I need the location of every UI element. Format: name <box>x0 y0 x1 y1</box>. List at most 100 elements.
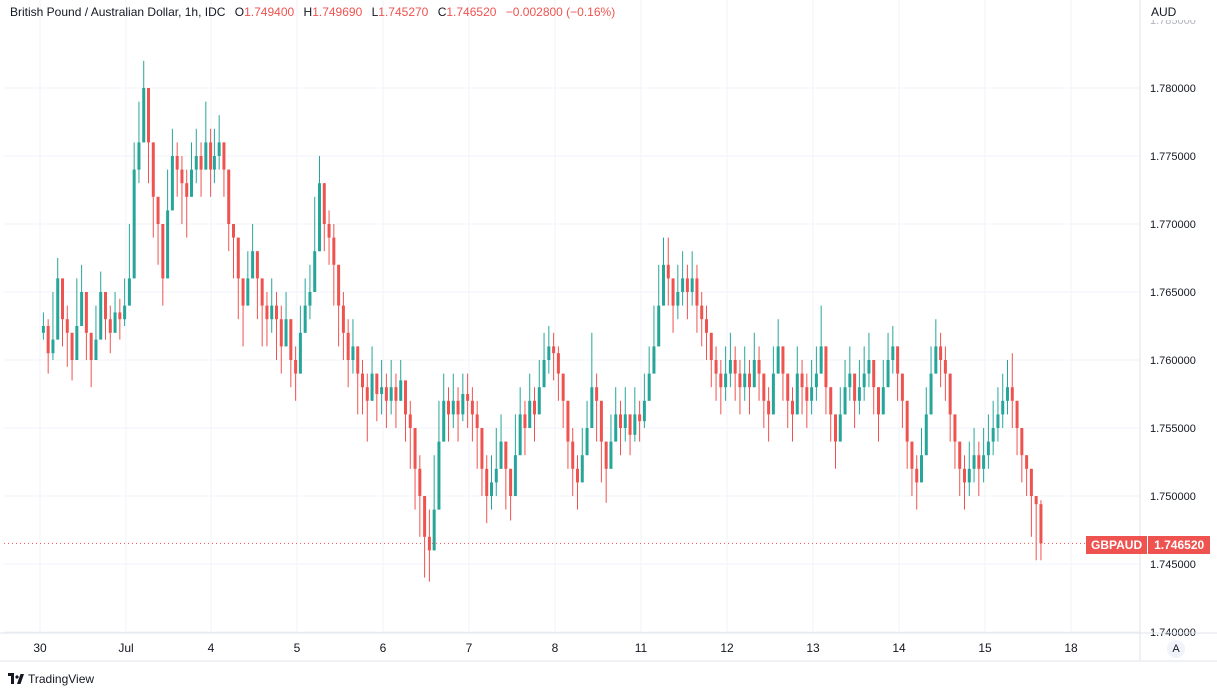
candle <box>719 360 723 415</box>
candle <box>147 88 150 184</box>
candle-body <box>451 400 455 415</box>
candle-body <box>638 414 642 422</box>
candle <box>838 387 842 442</box>
candle-body <box>791 400 794 415</box>
candle <box>633 387 637 442</box>
candle <box>46 319 50 374</box>
candle <box>958 441 962 496</box>
candle-body <box>943 360 947 374</box>
candle-body <box>881 387 885 415</box>
candle-body <box>151 142 155 197</box>
candle-body <box>934 346 938 374</box>
candle-body <box>647 373 651 401</box>
candle <box>123 278 127 326</box>
open-value: 1.749400 <box>244 5 295 19</box>
candle-body <box>260 278 264 306</box>
candle <box>685 264 689 320</box>
candle-body <box>599 400 603 442</box>
close-value: 1.746520 <box>446 5 497 19</box>
tradingview-logo-icon <box>8 673 24 684</box>
candle <box>175 142 179 197</box>
candle-body <box>537 387 541 415</box>
candle-body <box>738 373 742 388</box>
candle <box>1029 468 1033 537</box>
candle <box>972 428 976 483</box>
candle-body <box>298 332 302 374</box>
time-axis[interactable]: 30 Jul 4 5 6 7 8 11 12 13 14 15 18 <box>0 632 1217 662</box>
candle <box>662 237 665 306</box>
candle <box>948 373 952 442</box>
candle <box>204 101 208 170</box>
candle <box>1025 455 1029 496</box>
candle <box>528 373 532 428</box>
candle <box>75 278 79 360</box>
candle-body <box>1015 400 1019 428</box>
candle-body <box>518 414 522 456</box>
candle-body <box>685 278 689 292</box>
candle <box>724 346 728 401</box>
candle <box>308 264 312 320</box>
candle <box>65 305 69 367</box>
candle <box>791 387 794 442</box>
candle-body <box>365 387 369 401</box>
candle <box>762 373 766 428</box>
time-tick-label: 14 <box>892 641 906 655</box>
candle <box>241 278 245 347</box>
candle-body <box>480 428 484 469</box>
candle-body <box>872 360 876 388</box>
candle-body <box>819 346 823 374</box>
candle-body <box>161 224 165 279</box>
tradingview-logo[interactable]: TradingView <box>8 672 94 686</box>
candle-body <box>662 264 665 306</box>
candle <box>676 264 680 320</box>
candle <box>929 346 933 415</box>
auto-scale-button[interactable]: A <box>1167 640 1185 658</box>
candle <box>690 251 694 306</box>
price-axis[interactable]: 1.7400001.7450001.7500001.7550001.760000… <box>1139 0 1217 660</box>
candle <box>642 373 646 428</box>
candle <box>137 101 141 184</box>
candle <box>466 373 470 428</box>
candle <box>408 400 412 469</box>
candle <box>447 387 450 442</box>
grid-lines <box>4 0 1140 633</box>
candle <box>834 414 837 469</box>
candle <box>255 251 259 320</box>
candle-body <box>209 142 213 170</box>
candle <box>118 298 122 340</box>
candle-body <box>542 360 546 388</box>
candle-body <box>504 441 508 469</box>
candle-body <box>714 360 718 374</box>
candle-body <box>1025 455 1029 469</box>
candle-body <box>327 224 331 238</box>
candle <box>265 292 269 347</box>
candle-body <box>475 414 479 428</box>
candle <box>800 360 804 415</box>
time-tick-label: 7 <box>466 641 473 655</box>
candle <box>251 224 255 279</box>
candle <box>298 305 302 374</box>
candle <box>547 326 551 374</box>
candle-body <box>1034 496 1038 505</box>
candle-body <box>75 326 79 360</box>
candle-body <box>275 305 278 320</box>
time-tick-label: 5 <box>294 641 301 655</box>
candle <box>585 400 589 456</box>
candle-body <box>137 142 141 170</box>
candle-body <box>84 292 88 333</box>
candle <box>156 196 160 265</box>
candle-body <box>915 468 919 483</box>
candle <box>142 60 146 143</box>
symbol-title: British Pound / Australian Dollar, 1h, I… <box>10 5 226 19</box>
candle <box>212 128 216 184</box>
high-value: 1.749690 <box>312 5 363 19</box>
candle <box>743 346 747 401</box>
candle-body <box>953 414 957 442</box>
candle-body <box>633 414 637 435</box>
candle-body <box>800 373 804 388</box>
candle <box>700 292 704 347</box>
candle <box>384 373 388 428</box>
candle-body <box>70 332 74 360</box>
time-tick-label: 13 <box>806 641 820 655</box>
